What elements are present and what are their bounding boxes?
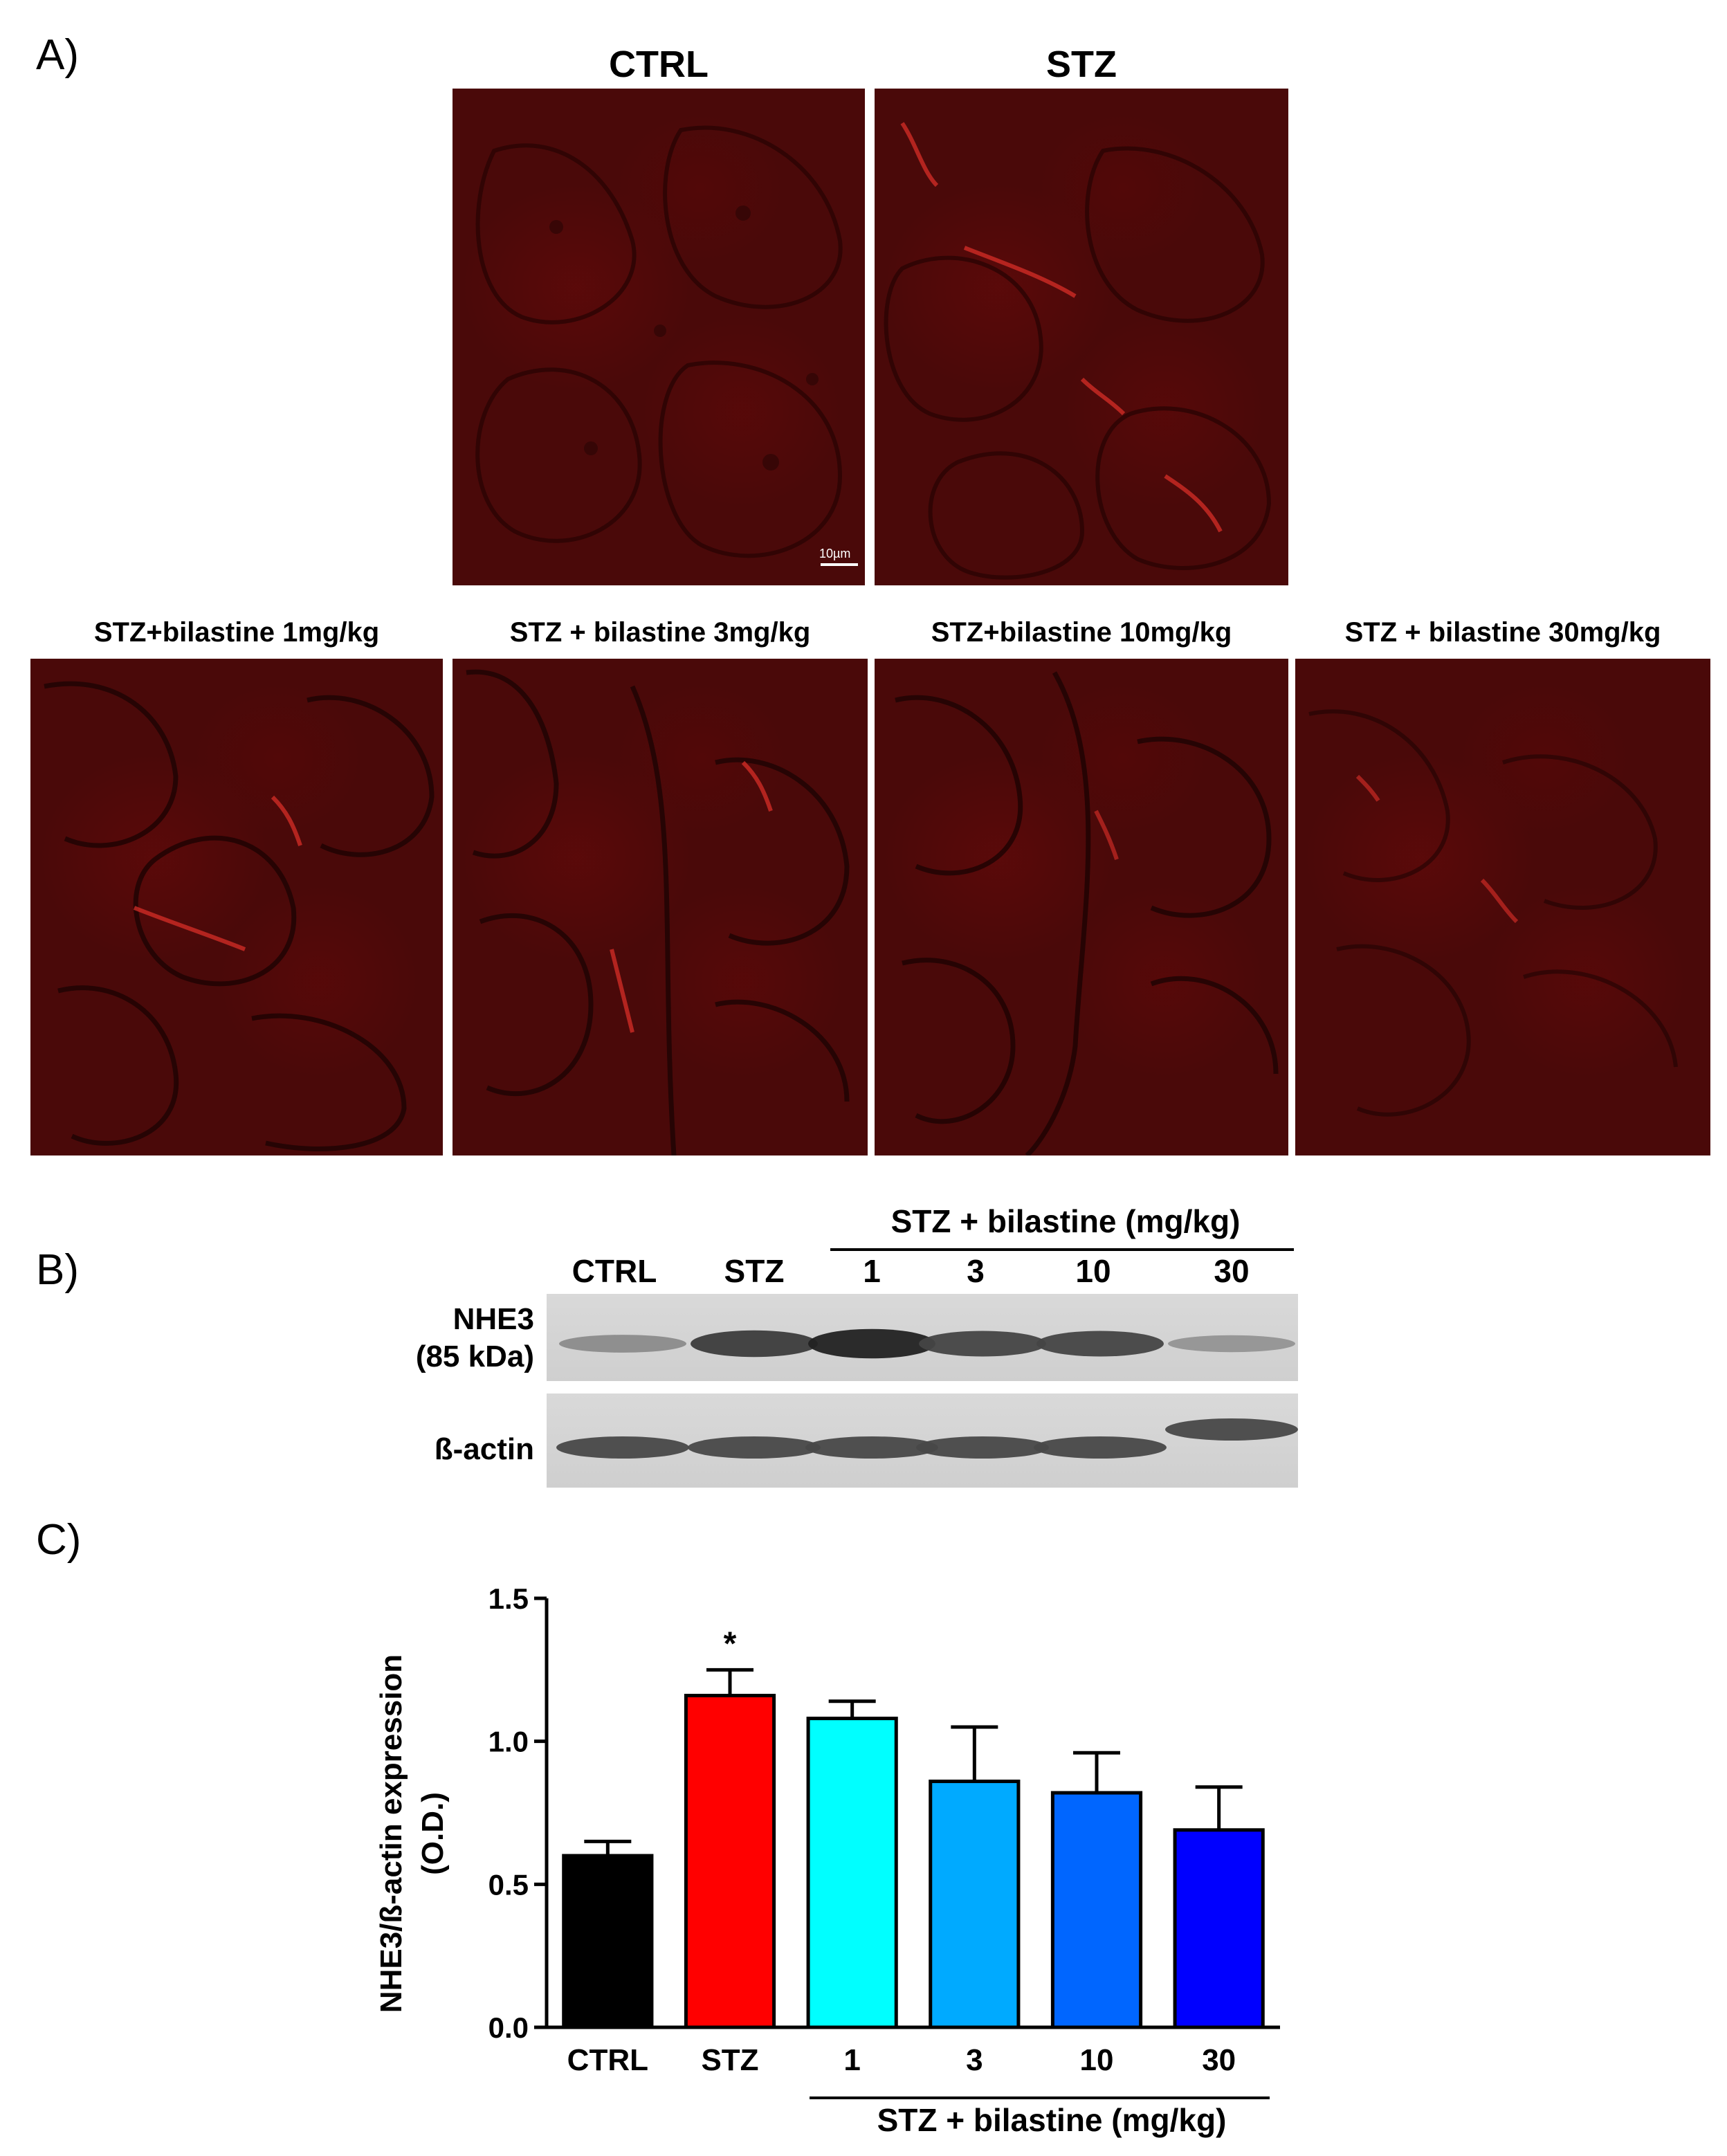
scale-bar <box>821 563 858 566</box>
wb-lane-ctrl: CTRL <box>572 1253 657 1289</box>
micrograph-bilastine-10 <box>875 659 1288 1155</box>
chart-bars: * <box>562 1625 1265 2029</box>
chart-y-axis-label: NHE3/ß-actin expression (O.D.) <box>374 1654 450 2013</box>
wb-band-nhe3 <box>691 1330 818 1358</box>
y-axis-label-line2: (O.D.) <box>416 1792 450 1875</box>
wb-band-nhe3 <box>1036 1331 1164 1357</box>
wb-band-actin <box>916 1436 1049 1459</box>
micrograph-title-bilastine-30: STZ + bilastine 30mg/kg <box>1344 617 1661 648</box>
wb-band-actin <box>556 1436 689 1459</box>
x-category-label: 3 <box>966 2043 983 2077</box>
micrograph-stz <box>875 89 1288 585</box>
tissue-texture <box>475 125 843 558</box>
wb-lane-10: 10 <box>1075 1253 1111 1289</box>
wb-blot-nhe3 <box>547 1294 1298 1381</box>
tissue-texture <box>466 669 850 1155</box>
x-category-label: STZ <box>701 2043 758 2077</box>
micrograph-title-bilastine-3: STZ + bilastine 3mg/kg <box>509 617 811 648</box>
tissue-texture <box>895 671 1279 1155</box>
wb-band-nhe3 <box>1168 1335 1295 1353</box>
wb-lane-stz: STZ <box>724 1253 785 1289</box>
wb-band-actin <box>1165 1418 1298 1441</box>
x-category-label: 1 <box>843 2043 860 2077</box>
wb-lane-3: 3 <box>967 1253 985 1289</box>
panel-b-letter: B) <box>36 1246 79 1294</box>
chart-axes: 0.0 0.5 1.0 1.5 <box>488 1582 1280 2044</box>
x-category-label: 30 <box>1202 2043 1236 2077</box>
wb-row-label-actin: ß-actin <box>434 1432 534 1466</box>
tissue-texture <box>884 122 1272 580</box>
micrograph-bilastine-3 <box>453 659 868 1155</box>
wb-lane-30: 30 <box>1214 1253 1250 1289</box>
bar <box>1050 1791 1143 2029</box>
wb-band-nhe3 <box>559 1335 686 1353</box>
wb-nhe3-name: NHE3 <box>453 1302 534 1336</box>
bar <box>806 1717 898 2029</box>
wb-band-actin <box>1034 1436 1167 1459</box>
wb-row-label-nhe3: NHE3 (85 kDa) <box>346 1301 534 1376</box>
panel-a-letter: A) <box>36 31 79 79</box>
y-tick-label: 1.5 <box>488 1582 529 1615</box>
bar <box>929 1780 1021 2029</box>
wb-band-actin <box>688 1436 821 1459</box>
x-category-label: 10 <box>1080 2043 1114 2077</box>
tissue-texture <box>1308 709 1678 1117</box>
y-tick-label: 0.0 <box>488 2011 529 2044</box>
wb-bands-actin <box>556 1418 1298 1459</box>
bar-chart: NHE3/ß-actin expression (O.D.) 0.0 0.5 1.0… <box>374 1582 1280 2138</box>
micrograph-title-bilastine-10: STZ+bilastine 10mg/kg <box>931 617 1232 648</box>
y-axis-label-line1: NHE3/ß-actin expression <box>374 1654 408 2013</box>
wb-band-actin <box>805 1436 938 1459</box>
scale-bar-label: 10µm <box>819 547 851 560</box>
micrograph-bilastine-1 <box>30 659 443 1155</box>
micrograph-title-bilastine-1: STZ+bilastine 1mg/kg <box>93 617 380 648</box>
panel-c-letter: C) <box>36 1516 82 1564</box>
tissue-texture <box>44 681 435 1151</box>
wb-nhe3-kda: (85 kDa) <box>415 1340 534 1373</box>
wb-blot-actin <box>547 1394 1298 1488</box>
wb-band-nhe3 <box>919 1331 1046 1357</box>
micrograph-title-ctrl: CTRL <box>609 44 709 85</box>
wb-band-nhe3 <box>808 1328 935 1359</box>
x-category-label: CTRL <box>567 2043 648 2077</box>
wb-bands-nhe3 <box>559 1328 1295 1359</box>
wb-lane-1: 1 <box>863 1253 881 1289</box>
significance-marker: * <box>724 1625 737 1662</box>
micrograph-ctrl: 10µm <box>453 89 865 585</box>
micrograph-bilastine-30 <box>1295 659 1710 1155</box>
micrograph-title-stz: STZ <box>1046 44 1117 85</box>
wb-group-header: STZ + bilastine (mg/kg) <box>890 1203 1241 1239</box>
bar <box>684 1694 776 2029</box>
bar <box>1173 1828 1265 2029</box>
bar <box>562 1854 654 2029</box>
wb-group-underline <box>830 1248 1294 1251</box>
y-tick-label: 0.5 <box>488 1868 529 1901</box>
chart-group-label: STZ + bilastine (mg/kg) <box>877 2102 1227 2138</box>
y-tick-label: 1.0 <box>488 1726 529 1758</box>
chart-category-labels: CTRL STZ 1 3 10 30 <box>567 2043 1236 2077</box>
